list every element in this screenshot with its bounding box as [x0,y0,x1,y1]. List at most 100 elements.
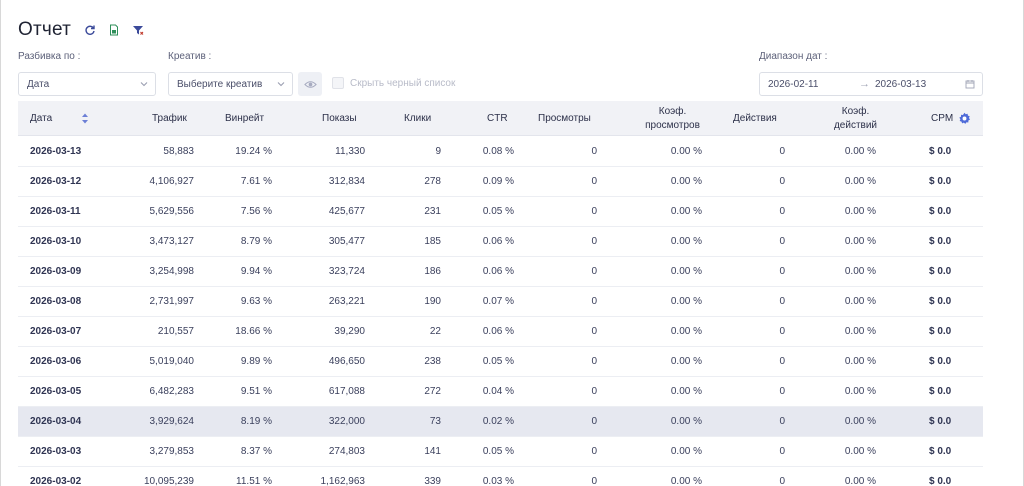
date-range-picker[interactable]: 2026-02-11 → 2026-03-13 [759,72,983,96]
cell-clicks: 22 [429,326,441,337]
cell-clicks: 73 [429,416,441,427]
cell-impressions: 1,162,963 [320,476,366,486]
column-header-cpm[interactable]: CPM [931,112,954,124]
cell-impressions: 305,477 [328,236,365,247]
column-header-actions[interactable]: Действия [733,112,777,124]
cell-cpm: $ 0.0 [929,266,952,277]
cell-winrate: 9.51 % [240,386,272,397]
cell-traffic: 5,019,040 [149,356,195,367]
column-header-clicks[interactable]: Клики [404,112,432,124]
cell-action-rate: 0.00 % [844,476,876,486]
cell-ctr: 0.03 % [482,476,514,486]
cell-winrate: 18.66 % [235,326,272,337]
cell-action-rate: 0.00 % [844,326,876,337]
breakdown-select[interactable]: Дата [18,72,156,96]
table-row[interactable]: 2026-03-12 4,106,927 7.61 % 312,834 278 0.09 … [18,167,983,197]
table-row[interactable]: 2026-03-06 5,019,040 9.89 % 496,650 238 0.05 … [18,347,983,377]
cell-actions: 0 [779,416,785,427]
cell-impressions: 496,650 [328,356,365,367]
column-header-traffic[interactable]: Трафик [152,112,187,124]
cell-cpm: $ 0.0 [929,386,952,397]
cell-impressions: 11,330 [335,146,365,157]
eye-icon [303,80,317,88]
cell-impressions: 274,803 [328,446,365,457]
cell-views: 0 [591,176,597,187]
cell-actions: 0 [779,476,785,486]
cell-traffic: 3,929,624 [149,416,195,427]
cell-cpm: $ 0.0 [929,446,952,457]
cell-date: 2026-03-11 [30,206,81,217]
cell-clicks: 278 [424,176,441,187]
export-excel-icon[interactable] [105,21,123,39]
table-row[interactable]: 2026-03-02 10,095,239 11.51 % 1,162,963 339 0… [18,467,983,486]
column-header-views[interactable]: Просмотры [538,112,591,124]
cell-traffic: 6,482,283 [149,386,195,397]
table-row[interactable]: 2026-03-05 6,482,283 9.51 % 617,088 272 0.04 … [18,377,983,407]
cell-clicks: 186 [424,266,441,277]
cell-ctr: 0.05 % [482,206,514,217]
table-row[interactable]: 2026-03-03 3,279,853 8.37 % 274,803 141 0.05 … [18,437,983,467]
refresh-icon[interactable] [81,21,99,39]
date-from[interactable]: 2026-02-11 [768,78,819,90]
cell-cpm: $ 0.0 [929,296,952,307]
column-header-ctr[interactable]: CTR [487,112,508,124]
cell-view-rate: 0.00 % [670,296,702,307]
cell-date: 2026-03-09 [30,266,82,277]
cell-impressions: 425,677 [328,206,365,217]
cell-date: 2026-03-05 [30,386,82,397]
cell-ctr: 0.05 % [482,446,514,457]
table-row[interactable]: 2026-03-10 3,473,127 8.79 % 305,477 185 0.06 … [18,227,983,257]
cell-action-rate: 0.00 % [844,206,876,217]
cell-traffic: 4,106,927 [149,176,195,187]
cell-date: 2026-03-03 [30,446,82,457]
cell-impressions: 323,724 [328,266,365,277]
column-header-action-rate[interactable]: Коэф. действий [833,105,878,131]
cell-date: 2026-03-10 [30,236,82,247]
cell-cpm: $ 0.0 [929,476,952,486]
cell-clicks: 141 [424,446,441,457]
column-header-impressions[interactable]: Показы [322,112,357,124]
gear-icon[interactable] [958,112,971,125]
table-row[interactable]: 2026-03-07 210,557 18.66 % 39,290 22 0.06 % 0 0… [18,317,983,347]
table-row[interactable]: 2026-03-13 58,883 19.24 % 11,330 9 0.08 % 0 0.0… [18,137,983,167]
table-row[interactable]: 2026-03-09 3,254,998 9.94 % 323,724 186 0.06 … [18,257,983,287]
breakdown-label: Разбивка по : [18,51,81,62]
cell-view-rate: 0.00 % [670,236,702,247]
preview-creative-button[interactable] [298,72,322,96]
filter-icon[interactable] [129,21,147,39]
cell-views: 0 [591,326,597,337]
table-row[interactable]: 2026-03-04 3,929,624 8.19 % 322,000 73 0.02 %… [18,407,983,437]
cell-views: 0 [591,206,597,217]
table-row[interactable]: 2026-03-08 2,731,997 9.63 % 263,221 190 0.07 … [18,287,983,317]
cell-winrate: 8.79 % [240,236,272,247]
cell-ctr: 0.09 % [482,176,514,187]
creative-select[interactable]: Выберите креатив [168,72,293,96]
column-header-winrate[interactable]: Винрейт [225,112,265,124]
cell-clicks: 185 [424,236,441,247]
cell-winrate: 9.94 % [240,266,272,277]
date-to[interactable]: 2026-03-13 [875,78,927,90]
cell-view-rate: 0.00 % [670,326,702,337]
cell-action-rate: 0.00 % [844,296,876,307]
hide-blacklist-label: Скрыть черный список [350,77,456,89]
cell-date: 2026-03-08 [30,296,82,307]
cell-cpm: $ 0.0 [929,176,952,187]
column-header-date[interactable]: Дата [30,112,53,124]
cell-views: 0 [591,146,597,157]
column-header-view-rate[interactable]: Коэф. просмотров [645,105,700,131]
cell-actions: 0 [779,446,785,457]
cell-impressions: 39,290 [334,326,365,337]
hide-blacklist-checkbox[interactable] [332,77,344,89]
table-row[interactable]: 2026-03-11 5,629,556 7.56 % 425,677 231 0.05 … [18,197,983,227]
date-range-arrow: → [859,78,870,90]
cell-impressions: 312,834 [328,176,365,187]
table-header: Дата Трафик Винрейт Показы Клики CTR Про… [18,101,983,136]
cell-ctr: 0.07 % [482,296,514,307]
cell-action-rate: 0.00 % [844,446,876,457]
sort-icon[interactable] [81,112,89,125]
cell-ctr: 0.06 % [482,266,514,277]
cell-ctr: 0.05 % [482,356,514,367]
cell-winrate: 7.61 % [240,176,272,187]
cell-view-rate: 0.00 % [670,146,702,157]
cell-clicks: 238 [424,356,441,367]
